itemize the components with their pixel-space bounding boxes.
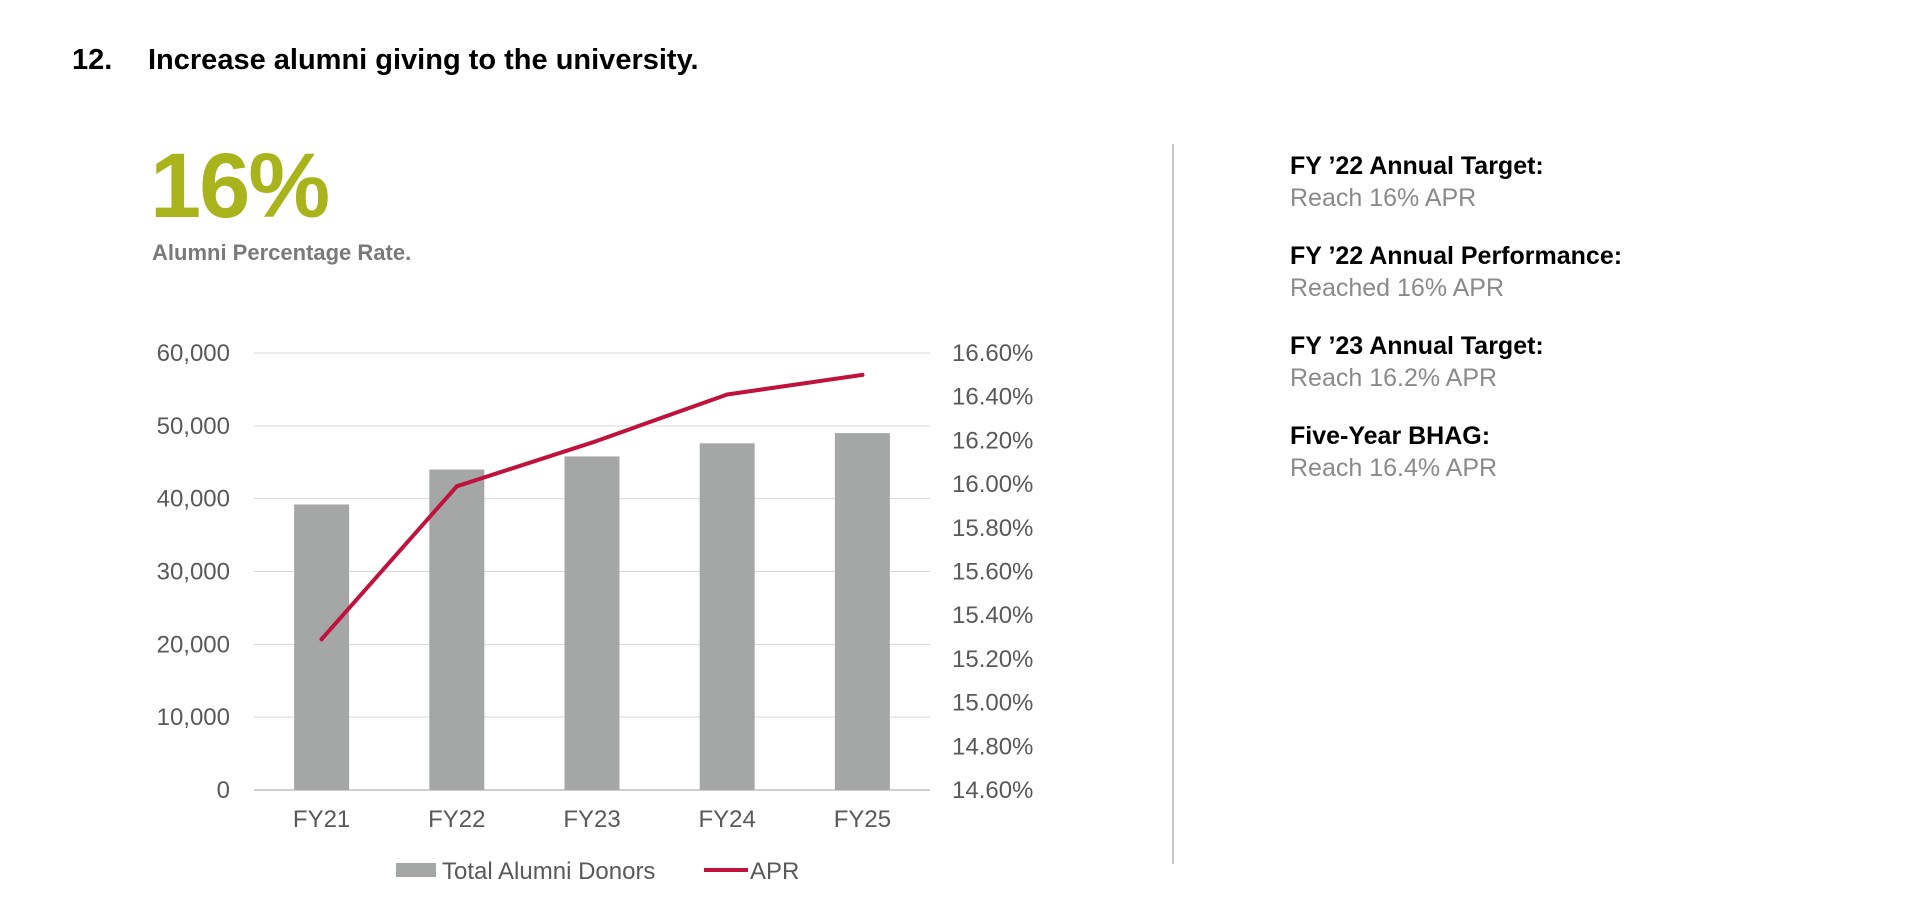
bar-total-alumni-donors (834, 433, 890, 790)
target-title: FY ’23 Annual Target: (1290, 332, 1544, 360)
goal-number: 12. (72, 44, 113, 76)
legend-label-apr: APR (750, 858, 799, 885)
target-title: FY ’22 Annual Performance: (1290, 242, 1623, 270)
target-value: Reach 16.2% APR (1290, 364, 1498, 392)
metric-value: 16% (150, 135, 330, 237)
donors-apr-chart: 0 10,000 20,000 30,000 40,000 50,000 60,000 14.… (157, 340, 1034, 885)
y-left-tick-label: 20,000 (157, 631, 230, 658)
x-tick-label: FY25 (834, 806, 891, 833)
y-right-tick-label: 16.60% (952, 340, 1033, 367)
x-tick-label: FY22 (428, 806, 485, 833)
y-left-tick-label: 0 (217, 777, 230, 804)
metric-caption: Alumni Percentage Rate. (152, 240, 412, 265)
y-right-tick-label: 15.80% (952, 515, 1033, 542)
x-tick-label: FY24 (699, 806, 756, 833)
bar-total-alumni-donors (294, 504, 350, 790)
y-right-tick-label: 15.60% (952, 559, 1033, 586)
bar-total-alumni-donors (564, 456, 620, 790)
y-right-tick-label: 14.60% (952, 777, 1033, 804)
y-left-tick-label: 30,000 (157, 559, 230, 586)
goal-header: 12. Increase alumni giving to the univers… (72, 44, 699, 77)
target-value: Reach 16% APR (1290, 184, 1477, 212)
apr-point (725, 392, 730, 397)
apr-point (860, 372, 865, 377)
legend-label-total-alumni-donors: Total Alumni Donors (442, 858, 655, 885)
bar-total-alumni-donors (429, 469, 485, 790)
y-right-tick-label: 15.40% (952, 602, 1033, 629)
y-left-tick-label: 60,000 (157, 340, 230, 367)
target-fy22-annual-target: FY ’22 Annual Target: Reach 16% APR (1290, 150, 1850, 214)
bar-total-alumni-donors (699, 443, 755, 790)
y-right-tick-label: 15.00% (952, 690, 1033, 717)
apr-point (319, 637, 324, 642)
target-fy23-annual-target: FY ’23 Annual Target: Reach 16.2% APR (1290, 330, 1850, 394)
x-tick-label: FY23 (563, 806, 620, 833)
y-right-tick-label: 16.20% (952, 427, 1033, 454)
y-left-tick-label: 50,000 (157, 413, 230, 440)
y-left-tick-label: 10,000 (157, 704, 230, 731)
x-tick-label: FY21 (293, 806, 350, 833)
y-left-tick-label: 40,000 (157, 486, 230, 513)
y-right-tick-label: 16.40% (952, 384, 1033, 411)
target-title: FY ’22 Annual Target: (1290, 152, 1544, 180)
y-right-tick-label: 15.20% (952, 646, 1033, 673)
target-title: Five-Year BHAG: (1290, 422, 1491, 450)
apr-point (454, 484, 459, 489)
target-value: Reach 16.4% APR (1290, 454, 1498, 482)
apr-point (590, 440, 594, 445)
target-fy22-annual-performance: FY ’22 Annual Performance: Reached 16% A… (1290, 240, 1850, 304)
goal-title: Increase alumni giving to the university… (148, 44, 699, 76)
section-divider (1172, 144, 1174, 864)
legend-swatch-total-alumni-donors (396, 863, 436, 877)
target-five-year-bhag: Five-Year BHAG: Reach 16.4% APR (1290, 420, 1850, 484)
target-value: Reached 16% APR (1290, 274, 1505, 302)
y-right-tick-label: 16.00% (952, 471, 1033, 498)
targets-panel: FY ’22 Annual Target: Reach 16% APR FY ’… (1290, 150, 1850, 510)
y-right-tick-label: 14.80% (952, 733, 1033, 760)
